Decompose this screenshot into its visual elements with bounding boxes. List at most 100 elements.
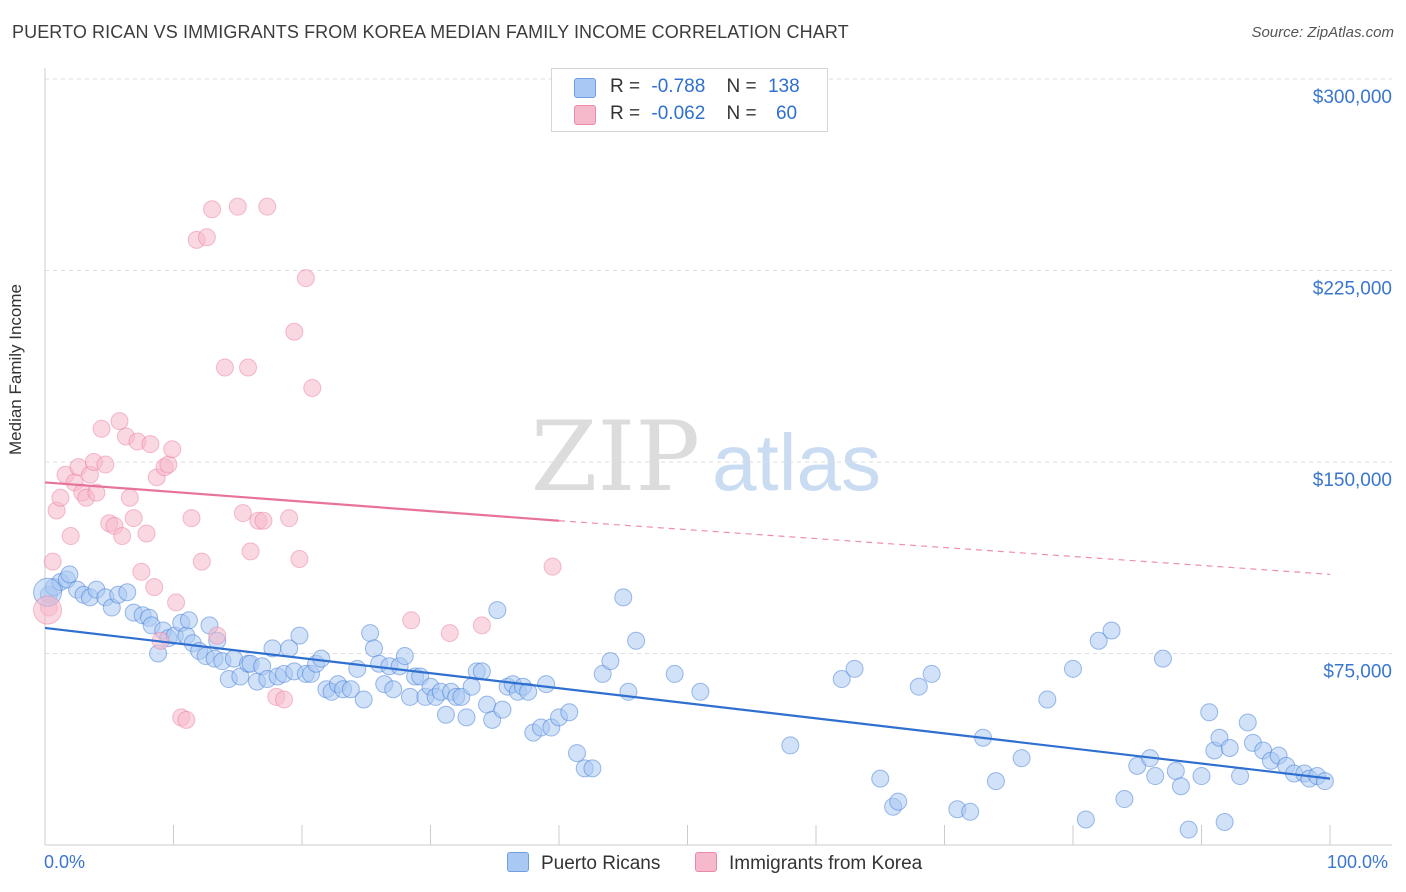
point-puerto-rican — [478, 695, 497, 714]
point-korea — [440, 624, 459, 643]
point-puerto-rican — [909, 677, 928, 696]
point-puerto-rican — [665, 664, 684, 683]
point-korea — [228, 197, 247, 216]
point-korea — [472, 616, 491, 635]
point-korea — [137, 524, 156, 543]
point-korea — [51, 488, 70, 507]
point-puerto-rican — [781, 736, 800, 755]
point-puerto-rican — [384, 680, 403, 699]
point-puerto-rican — [1038, 690, 1057, 709]
point-puerto-rican — [1231, 767, 1250, 786]
point-korea — [280, 509, 299, 528]
point-korea — [92, 419, 111, 438]
point-korea — [33, 595, 63, 625]
point-puerto-rican — [1076, 810, 1095, 829]
point-korea — [124, 509, 143, 528]
point-puerto-rican — [457, 708, 476, 727]
point-puerto-rican — [537, 675, 556, 694]
point-puerto-rican — [583, 759, 602, 778]
point-puerto-rican — [395, 647, 414, 666]
legend-swatch-blue — [574, 78, 596, 98]
point-puerto-rican — [567, 744, 586, 763]
point-korea — [254, 511, 273, 530]
point-puerto-rican — [361, 624, 380, 643]
point-korea — [215, 358, 234, 377]
point-puerto-rican — [400, 687, 419, 706]
point-korea — [61, 527, 80, 546]
bottom-legend-label: Immigrants from Korea — [729, 853, 923, 874]
point-puerto-rican — [691, 682, 710, 701]
point-korea — [275, 690, 294, 709]
point-korea — [159, 455, 178, 474]
point-korea — [303, 378, 322, 397]
point-puerto-rican — [593, 664, 612, 683]
legend-r-value: -0.062 — [651, 103, 706, 124]
bottom-legend-korea: Immigrants from Korea — [695, 852, 922, 875]
point-korea — [120, 488, 139, 507]
point-puerto-rican — [60, 565, 79, 584]
point-puerto-rican — [845, 659, 864, 678]
point-puerto-rican — [601, 652, 620, 671]
point-korea — [141, 435, 160, 454]
point-puerto-rican — [1200, 703, 1219, 722]
point-puerto-rican — [1192, 767, 1211, 786]
point-korea — [192, 552, 211, 571]
legend-r-value: -0.788 — [651, 76, 706, 97]
legend-r-label: R = — [610, 103, 641, 124]
watermark-atlas: atlas — [712, 418, 881, 507]
point-korea — [167, 593, 186, 612]
point-puerto-rican — [1238, 713, 1257, 732]
watermark-zip: ZIP — [531, 401, 700, 513]
point-korea — [113, 527, 132, 546]
point-korea — [163, 440, 182, 459]
legend-n-value: 60 — [775, 103, 798, 124]
x-tick-min: 0.0% — [44, 852, 86, 872]
point-korea — [233, 504, 252, 523]
point-korea — [110, 412, 129, 431]
point-korea — [208, 626, 227, 645]
point-korea — [177, 710, 196, 729]
point-korea — [290, 550, 309, 569]
legend-n-label: N = — [726, 103, 757, 124]
bottom-legend-swatch-pink — [695, 852, 717, 872]
point-puerto-rican — [341, 680, 360, 699]
x-tick-max: 100.0% — [1327, 852, 1389, 872]
point-puerto-rican — [1012, 749, 1031, 768]
point-puerto-rican — [560, 703, 579, 722]
point-korea — [402, 611, 421, 630]
point-puerto-rican — [354, 690, 373, 709]
correlation-legend: R = -0.788 N = 138 R = -0.062 N = 60 — [551, 68, 828, 132]
y-tick-label: $150,000 — [1313, 470, 1392, 491]
y-tick-label: $300,000 — [1313, 87, 1392, 108]
point-puerto-rican — [986, 772, 1005, 791]
point-puerto-rican — [364, 639, 383, 658]
point-puerto-rican — [961, 802, 980, 821]
point-puerto-rican — [1089, 631, 1108, 650]
point-puerto-rican — [1166, 761, 1185, 780]
point-puerto-rican — [1220, 738, 1239, 757]
legend-swatch-pink — [574, 105, 596, 125]
point-puerto-rican — [1064, 659, 1082, 678]
point-puerto-rican — [179, 611, 198, 630]
point-puerto-rican — [1153, 649, 1172, 668]
bottom-legend-swatch-blue — [507, 852, 529, 872]
trend-line-korea-dashed — [558, 520, 1331, 575]
point-puerto-rican — [118, 583, 137, 602]
point-korea — [203, 200, 222, 219]
bottom-legend-label: Puerto Ricans — [541, 853, 661, 874]
point-korea — [239, 358, 258, 377]
point-puerto-rican — [1128, 756, 1147, 775]
point-korea — [145, 578, 164, 597]
point-puerto-rican — [922, 664, 941, 683]
point-korea — [296, 269, 315, 288]
point-korea — [258, 197, 277, 216]
point-puerto-rican — [614, 588, 633, 607]
point-puerto-rican — [290, 626, 309, 645]
point-puerto-rican — [1315, 772, 1334, 791]
point-puerto-rican — [1215, 813, 1234, 832]
point-korea — [197, 228, 216, 247]
point-puerto-rican — [889, 792, 908, 811]
point-puerto-rican — [488, 601, 507, 620]
legend-n-value: 138 — [767, 76, 800, 97]
